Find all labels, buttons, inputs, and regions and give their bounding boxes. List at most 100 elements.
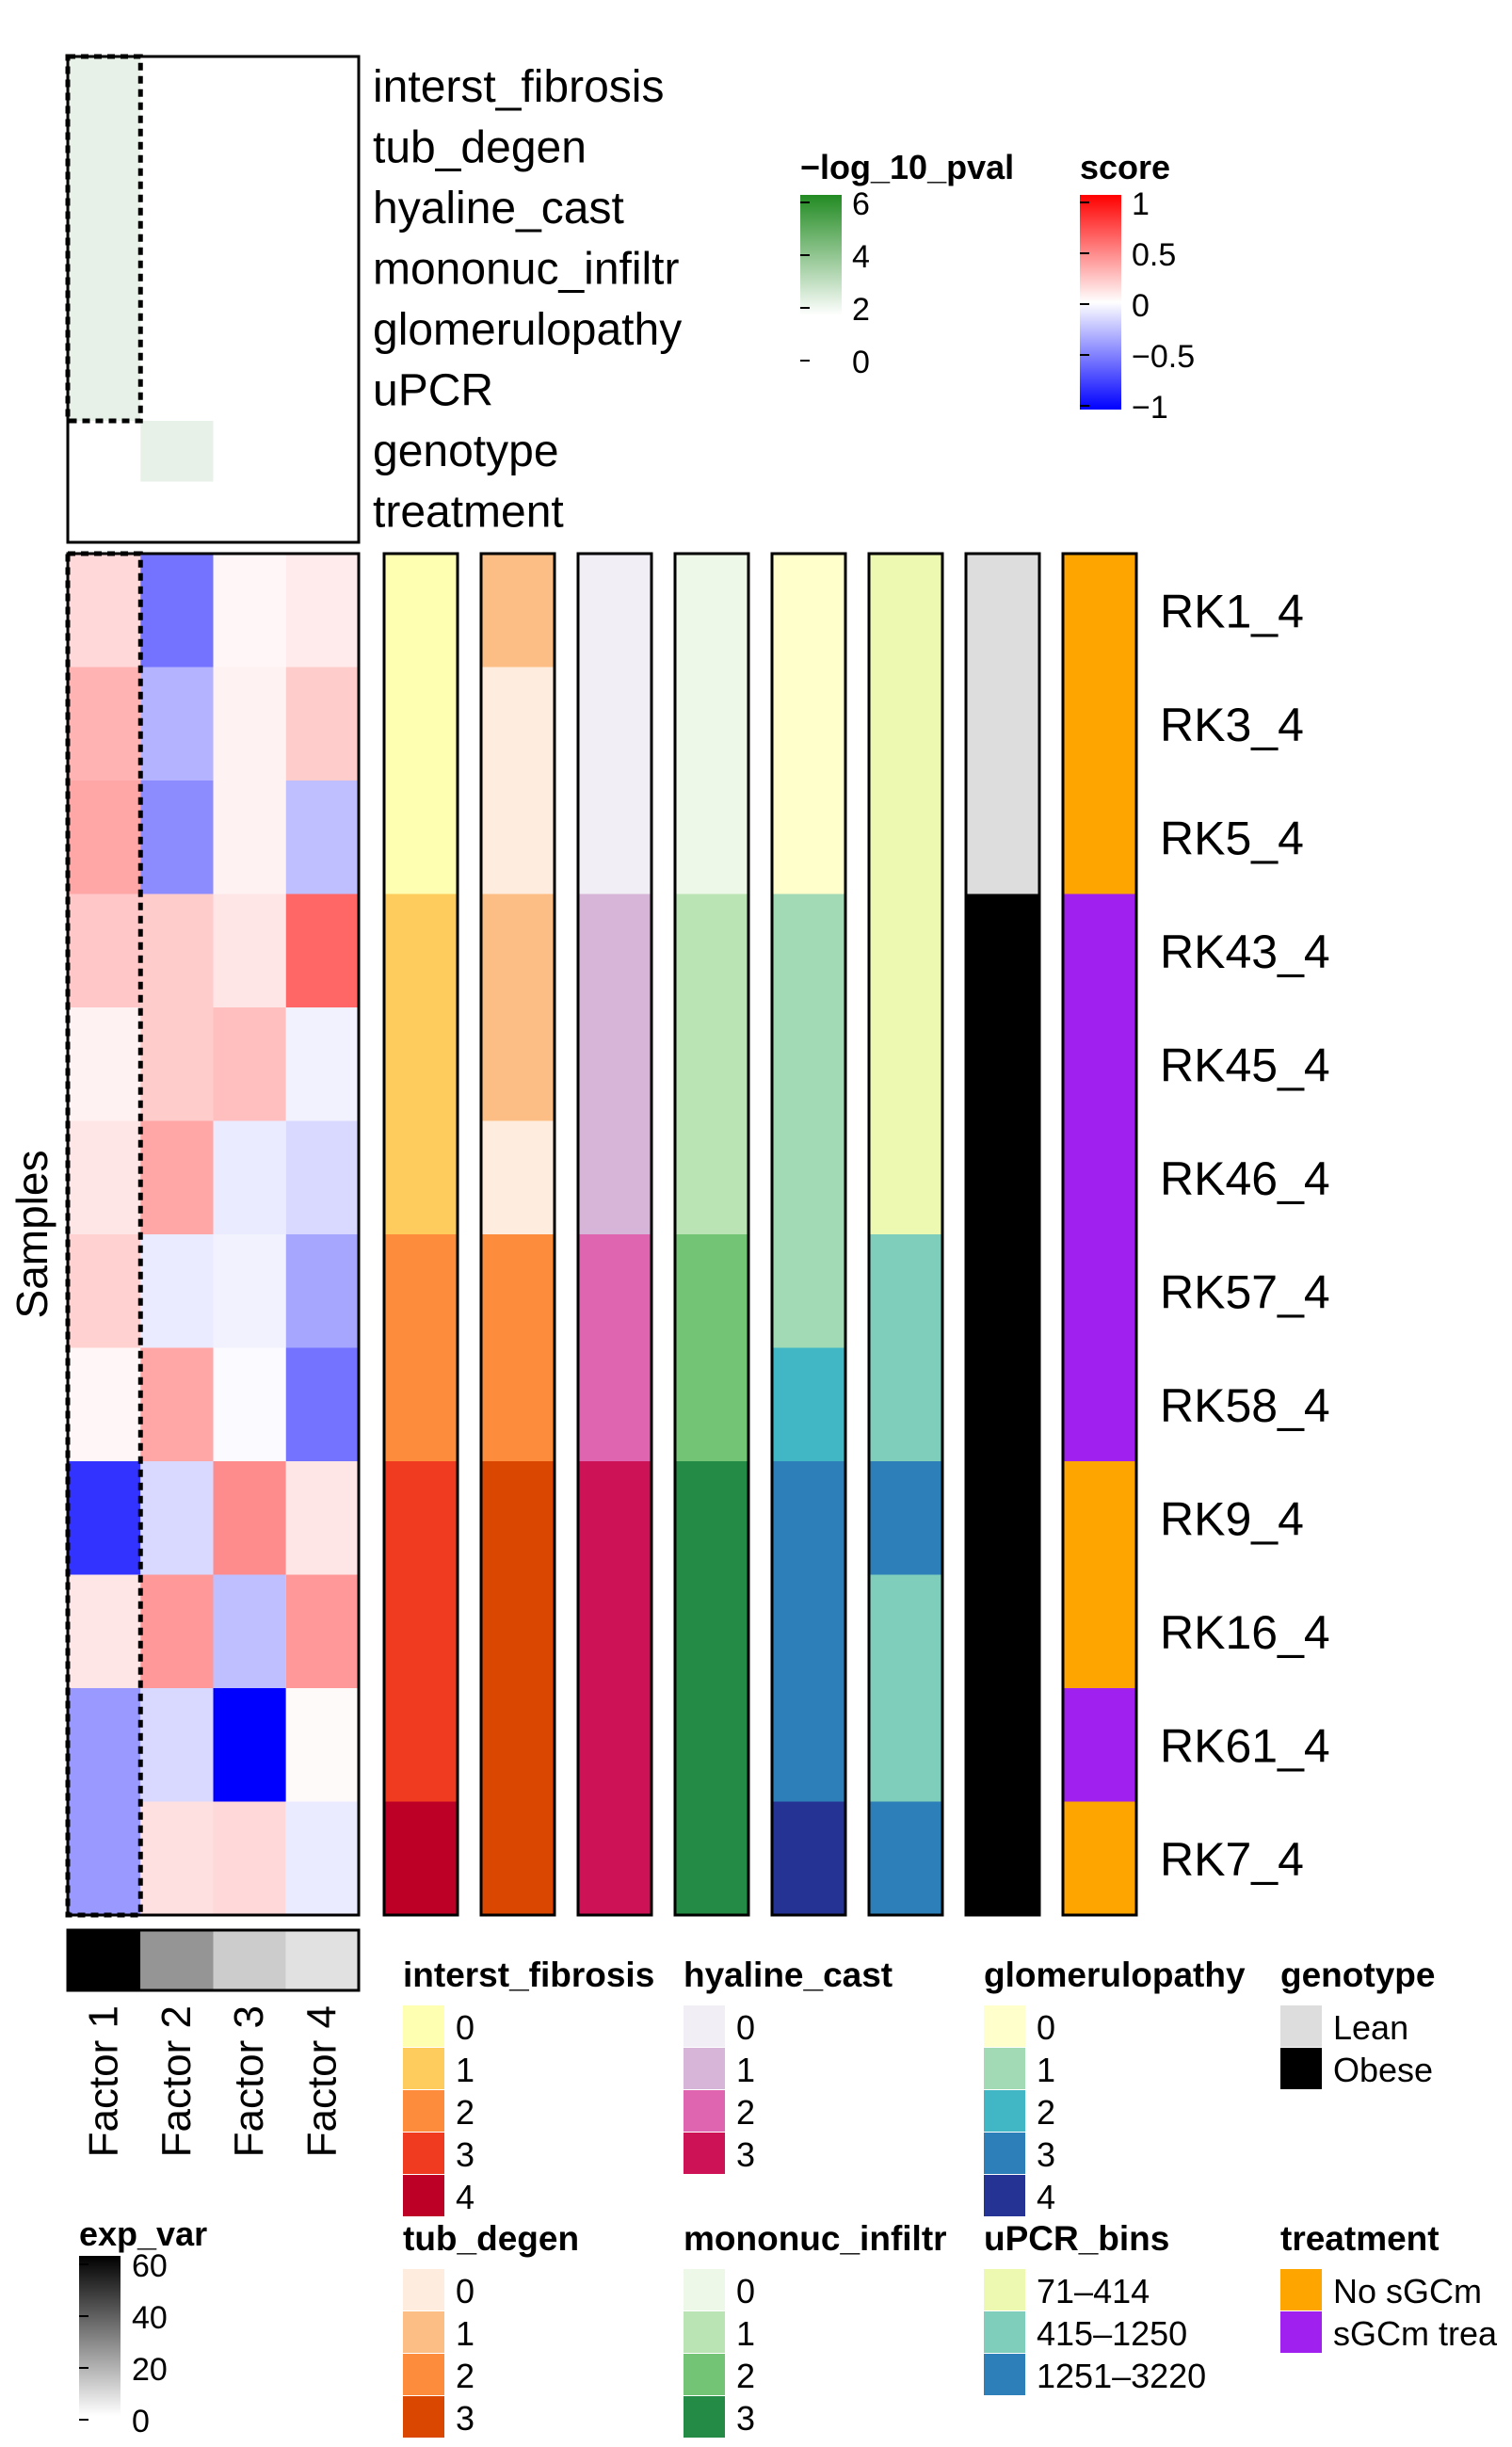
annotation-bar-hyaline-cast [576, 552, 653, 1917]
pval-cell [68, 299, 141, 361]
exp-var-cell [285, 1930, 359, 1990]
score-cell [140, 1120, 214, 1234]
annotation-cell-uPCR-bins [869, 1007, 942, 1121]
legend-swatch [684, 2396, 725, 2438]
score-cell [68, 1461, 141, 1575]
covariate-label: hyaline_cast [373, 184, 624, 233]
annotation-cell-mononuc-infiltr [675, 1347, 748, 1461]
sample-label: RK58_4 [1160, 1379, 1330, 1432]
sample-label: RK16_4 [1160, 1606, 1330, 1659]
annotation-cell-tub-degen [481, 1347, 555, 1461]
annotation-cell-uPCR-bins [869, 1234, 942, 1348]
annotation-cell-interst-fibrosis [384, 1120, 458, 1234]
score-cell [140, 1461, 214, 1575]
annotation-bar-mononuc-infiltr [673, 552, 750, 1917]
annotation-bar-tub-degen [479, 552, 556, 1917]
score-cell [68, 1688, 141, 1802]
annotation-cell-hyaline-cast [578, 893, 651, 1007]
annotation-cell-uPCR-bins [869, 667, 942, 781]
annotation-cell-hyaline-cast [578, 781, 651, 894]
legend-swatch [984, 2090, 1025, 2132]
legend-level-label: 3 [736, 2135, 755, 2174]
score-cell [285, 1234, 359, 1348]
pval-cell [68, 238, 141, 299]
legend-level-label: 1251–3220 [1037, 2357, 1206, 2395]
covariate-label: genotype [373, 427, 559, 476]
annotation-cell-hyaline-cast [578, 1461, 651, 1575]
annotation-cell-uPCR-bins [869, 1801, 942, 1915]
annotation-cell-treatment [1063, 1347, 1136, 1461]
legend-level-label: 1 [736, 2051, 755, 2089]
annotation-bar-treatment [1061, 552, 1138, 1917]
annotation-cell-treatment [1063, 1120, 1136, 1234]
legend-level-label: Obese [1333, 2051, 1433, 2089]
covariate-label: mononuc_infiltr [373, 245, 680, 295]
annotation-cell-uPCR-bins [869, 1120, 942, 1234]
sample-label: RK7_4 [1160, 1833, 1304, 1886]
legend-level-label: 2 [456, 2357, 475, 2395]
score-cell [213, 1461, 286, 1575]
legend-swatch [684, 2269, 725, 2310]
annotation-cell-hyaline-cast [578, 1120, 651, 1234]
score-cell [285, 1574, 359, 1688]
legend-swatch [984, 2133, 1025, 2174]
annotation-cell-interst-fibrosis [384, 893, 458, 1007]
legend-level-label: Lean [1333, 2008, 1408, 2047]
annotation-cell-genotype [966, 1461, 1039, 1575]
factor-tick-label: Factor 3 [226, 2005, 272, 2157]
legend-level-label: 1 [456, 2051, 475, 2089]
annotation-cell-hyaline-cast [578, 667, 651, 781]
annotation-bar-glomerulopathy [770, 552, 847, 1917]
annotation-cell-glomerulopathy [772, 1120, 845, 1234]
score-cell [285, 1801, 359, 1915]
pval-cell [68, 117, 141, 178]
legend-title-uPCR-bins: uPCR_bins [984, 2219, 1169, 2258]
annotation-cell-genotype [966, 667, 1039, 781]
score-tick-label: 0 [1132, 288, 1150, 324]
score-cell [68, 554, 141, 668]
annotation-cell-tub-degen [481, 1461, 555, 1575]
exp-var-tick-label: 40 [132, 2300, 168, 2336]
score-cell [285, 667, 359, 781]
annotation-cell-interst-fibrosis [384, 1801, 458, 1915]
score-cell [140, 1234, 214, 1348]
legend-swatch [984, 2311, 1025, 2353]
score-cell [285, 1461, 359, 1575]
score-cell [68, 1120, 141, 1234]
legend-swatch [1280, 2048, 1322, 2089]
annotation-cell-interst-fibrosis [384, 1007, 458, 1121]
annotation-cell-interst-fibrosis [384, 781, 458, 894]
legend-title-interst-fibrosis: interst_fibrosis [403, 1956, 654, 1994]
pval-legend-title: −log_10_pval [800, 148, 1014, 186]
score-cell [213, 1007, 286, 1121]
annotation-cell-glomerulopathy [772, 1801, 845, 1915]
annotation-cell-mononuc-infiltr [675, 667, 748, 781]
score-colorbar [1080, 195, 1121, 410]
legend-level-label: 1 [736, 2314, 755, 2353]
annotation-cell-uPCR-bins [869, 893, 942, 1007]
score-cell [285, 781, 359, 894]
annotation-cell-glomerulopathy [772, 1574, 845, 1688]
legend-swatch [403, 2311, 444, 2353]
legend-swatch [684, 2354, 725, 2395]
annotation-cell-uPCR-bins [869, 554, 942, 668]
annotation-cell-tub-degen [481, 1234, 555, 1348]
score-cell [213, 554, 286, 668]
legend-title-tub-degen: tub_degen [403, 2219, 579, 2258]
score-cell [213, 1801, 286, 1915]
score-cell [213, 1347, 286, 1461]
annotation-cell-tub-degen [481, 1801, 555, 1915]
legend-swatch [403, 2396, 444, 2438]
annotation-bar-genotype [964, 552, 1041, 1917]
legend-level-label: 3 [456, 2399, 475, 2438]
annotation-cell-uPCR-bins [869, 781, 942, 894]
legend-level-label: 2 [456, 2093, 475, 2132]
score-cell [213, 1120, 286, 1234]
score-legend-title: score [1080, 148, 1170, 186]
sample-label: RK43_4 [1160, 926, 1330, 978]
legend-level-label: 1 [456, 2314, 475, 2353]
legend-swatch [984, 2048, 1025, 2089]
sample-label: RK3_4 [1160, 699, 1304, 751]
legend-swatch [403, 2005, 444, 2047]
annotation-cell-tub-degen [481, 1120, 555, 1234]
